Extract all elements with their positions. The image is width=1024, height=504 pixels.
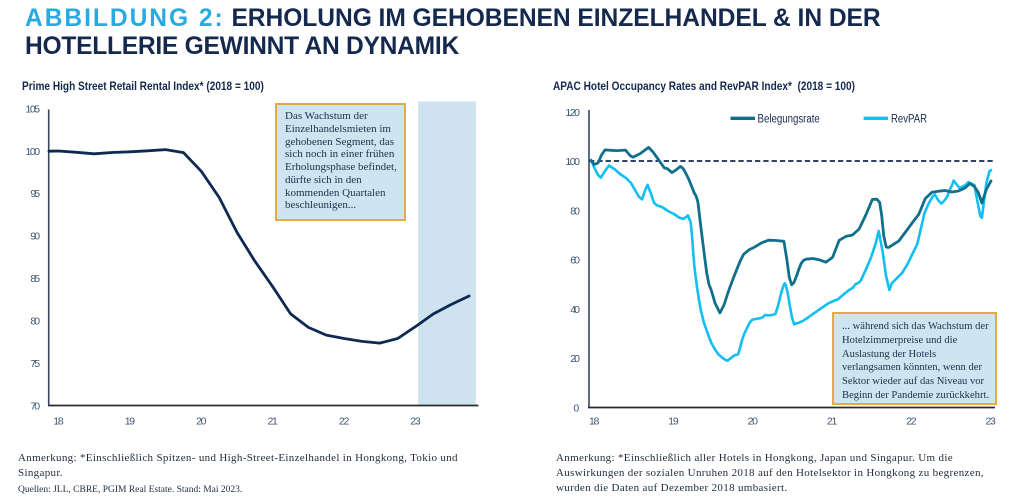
svg-text:21: 21 <box>268 416 279 428</box>
svg-text:0: 0 <box>573 402 579 414</box>
svg-text:20: 20 <box>196 416 207 428</box>
svg-text:18: 18 <box>589 416 600 428</box>
svg-text:80: 80 <box>570 205 580 217</box>
svg-text:20: 20 <box>570 353 580 365</box>
svg-text:40: 40 <box>570 304 580 316</box>
svg-text:70: 70 <box>30 400 40 412</box>
svg-text:105: 105 <box>26 103 41 115</box>
svg-text:21: 21 <box>827 416 838 428</box>
svg-text:80: 80 <box>30 316 40 328</box>
svg-text:23: 23 <box>410 416 421 428</box>
svg-text:22: 22 <box>339 416 350 428</box>
svg-text:RevPAR: RevPAR <box>891 114 927 126</box>
svg-text:22: 22 <box>906 416 917 428</box>
svg-text:19: 19 <box>668 416 679 428</box>
svg-text:95: 95 <box>30 188 40 200</box>
svg-text:23: 23 <box>986 416 997 428</box>
svg-text:19: 19 <box>125 416 136 428</box>
svg-text:75: 75 <box>30 358 40 370</box>
svg-text:60: 60 <box>570 255 580 267</box>
svg-text:85: 85 <box>30 273 40 285</box>
svg-text:Belegungsrate: Belegungsrate <box>758 114 820 126</box>
svg-text:100: 100 <box>565 156 580 168</box>
svg-text:100: 100 <box>26 146 41 158</box>
svg-text:120: 120 <box>565 107 580 119</box>
svg-text:90: 90 <box>30 231 40 243</box>
svg-text:18: 18 <box>53 416 64 428</box>
svg-text:20: 20 <box>748 416 759 428</box>
